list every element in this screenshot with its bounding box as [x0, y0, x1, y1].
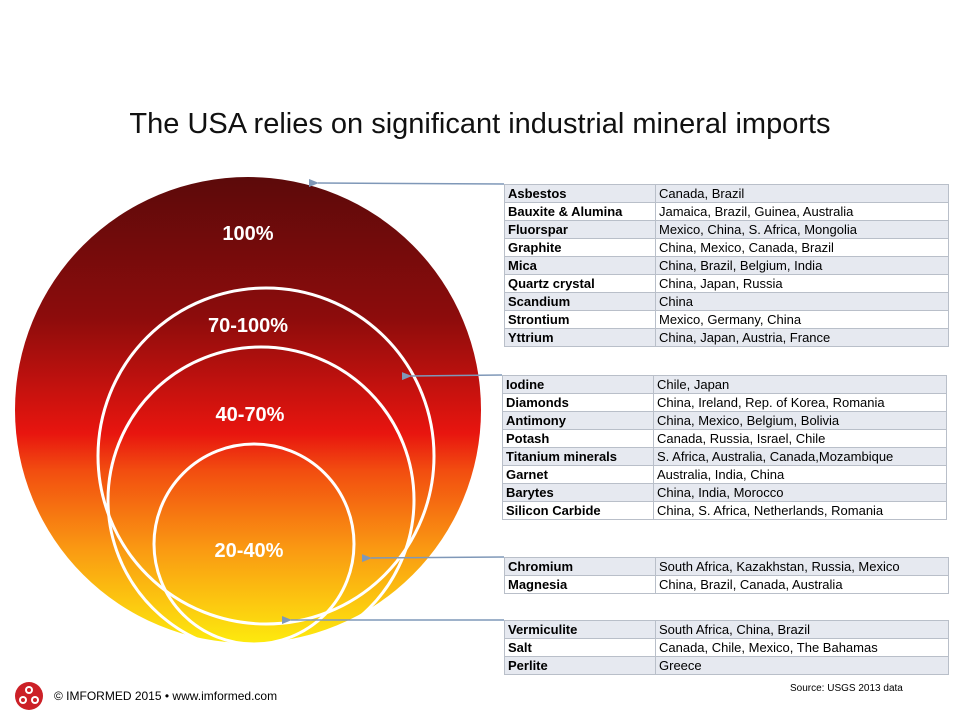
source-countries: Chile, Japan — [653, 375, 947, 394]
table-40-70-percent: Chromium South Africa, Kazakhstan, Russia… — [504, 557, 949, 594]
table-row: Strontium Mexico, Germany, China — [504, 310, 949, 329]
table-20-40-percent: Vermiculite South Africa, China, Brazil Sa… — [504, 620, 949, 675]
mineral-name: Asbestos — [504, 184, 656, 203]
source-countries: China, Japan, Austria, France — [655, 328, 949, 347]
mineral-name: Mica — [504, 256, 656, 275]
source-countries: Greece — [655, 656, 949, 675]
table-row: Yttrium China, Japan, Austria, France — [504, 328, 949, 347]
mineral-name: Graphite — [504, 238, 656, 257]
mineral-name: Scandium — [504, 292, 656, 311]
source-countries: China, India, Morocco — [653, 483, 947, 502]
table-row: Graphite China, Mexico, Canada, Brazil — [504, 238, 949, 257]
mineral-name: Magnesia — [504, 575, 656, 594]
source-countries: China, Ireland, Rep. of Korea, Romania — [653, 393, 947, 412]
table-row: Antimony China, Mexico, Belgium, Bolivia — [502, 411, 947, 430]
circle-70-100-percent — [96, 286, 436, 626]
page-title: The USA relies on significant industrial… — [129, 108, 831, 140]
mineral-name: Barytes — [502, 483, 654, 502]
source-countries: South Africa, China, Brazil — [655, 620, 949, 639]
circle-20-40-percent — [152, 442, 356, 646]
source-countries: Mexico, Germany, China — [655, 310, 949, 329]
table-row: Barytes China, India, Morocco — [502, 483, 947, 502]
source-countries: China, Japan, Russia — [655, 274, 949, 293]
source-countries: China, Brazil, Belgium, India — [655, 256, 949, 275]
table-row: Garnet Australia, India, China — [502, 465, 947, 484]
mineral-name: Silicon Carbide — [502, 501, 654, 520]
footer: © IMFORMED 2015 • www.imformed.com — [14, 681, 277, 711]
mineral-name: Yttrium — [504, 328, 656, 347]
source-countries: China, Brazil, Canada, Australia — [655, 575, 949, 594]
source-countries: Australia, India, China — [653, 465, 947, 484]
mineral-name: Iodine — [502, 375, 654, 394]
source-countries: China, Mexico, Canada, Brazil — [655, 238, 949, 257]
mineral-name: Titanium minerals — [502, 447, 654, 466]
mineral-name: Fluorspar — [504, 220, 656, 239]
source-countries: China — [655, 292, 949, 311]
arrow-to-40-70-percent — [361, 554, 505, 563]
table-row: Mica China, Brazil, Belgium, India — [504, 256, 949, 275]
source-countries: Jamaica, Brazil, Guinea, Australia — [655, 202, 949, 221]
source-countries: Canada, Brazil — [655, 184, 949, 203]
table-row: Chromium South Africa, Kazakhstan, Russia… — [504, 557, 949, 576]
table-row: Fluorspar Mexico, China, S. Africa, Mongo… — [504, 220, 949, 239]
label-40-70-percent: 40-70% — [216, 404, 285, 426]
table-row: Titanium minerals S. Africa, Australia, C… — [502, 447, 947, 466]
source-countries: China, Mexico, Belgium, Bolivia — [653, 411, 947, 430]
table-row: Magnesia China, Brazil, Canada, Australia — [504, 575, 949, 594]
mineral-name: Quartz crystal — [504, 274, 656, 293]
table-70-100-percent: Iodine Chile, Japan Diamonds China, Ireland… — [502, 375, 947, 520]
source-note: Source: USGS 2013 data — [790, 683, 903, 694]
table-row: Silicon Carbide China, S. Africa, Netherl… — [502, 501, 947, 520]
arrow-to-70-100-percent — [401, 372, 503, 381]
mineral-name: Garnet — [502, 465, 654, 484]
mineral-name: Diamonds — [502, 393, 654, 412]
mineral-name: Vermiculite — [504, 620, 656, 639]
source-countries: Mexico, China, S. Africa, Mongolia — [655, 220, 949, 239]
circle-100-percent — [15, 177, 481, 643]
mineral-name: Strontium — [504, 310, 656, 329]
label-100-percent: 100% — [222, 223, 273, 245]
mineral-name: Chromium — [504, 557, 656, 576]
table-row: Salt Canada, Chile, Mexico, The Bahamas — [504, 638, 949, 657]
table-100-percent: Asbestos Canada, Brazil Bauxite & Alumina J… — [504, 184, 949, 347]
table-row: Iodine Chile, Japan — [502, 375, 947, 394]
table-row: Quartz crystal China, Japan, Russia — [504, 274, 949, 293]
source-countries: Canada, Russia, Israel, Chile — [653, 429, 947, 448]
arrow-to-100-percent — [308, 178, 505, 187]
circle-40-70-percent — [106, 345, 416, 655]
label-70-100-percent: 70-100% — [208, 315, 288, 337]
mineral-name: Potash — [502, 429, 654, 448]
mineral-name: Salt — [504, 638, 656, 657]
mineral-name: Perlite — [504, 656, 656, 675]
imformed-logo-icon — [15, 682, 43, 710]
source-countries: S. Africa, Australia, Canada,Mozambique — [653, 447, 947, 466]
table-row: Bauxite & Alumina Jamaica, Brazil, Guinea… — [504, 202, 949, 221]
source-countries: Canada, Chile, Mexico, The Bahamas — [655, 638, 949, 657]
mineral-name: Antimony — [502, 411, 654, 430]
footer-copyright: © IMFORMED 2015 • www.imformed.com — [54, 689, 278, 703]
table-row: Potash Canada, Russia, Israel, Chile — [502, 429, 947, 448]
source-countries: South Africa, Kazakhstan, Russia, Mexico — [655, 557, 949, 576]
table-row: Diamonds China, Ireland, Rep. of Korea, R… — [502, 393, 947, 412]
table-row: Asbestos Canada, Brazil — [504, 184, 949, 203]
mineral-name: Bauxite & Alumina — [504, 202, 656, 221]
table-row: Vermiculite South Africa, China, Brazil — [504, 620, 949, 639]
table-row: Scandium China — [504, 292, 949, 311]
table-row: Perlite Greece — [504, 656, 949, 675]
source-countries: China, S. Africa, Netherlands, Romania — [653, 501, 947, 520]
label-20-40-percent: 20-40% — [215, 540, 284, 562]
